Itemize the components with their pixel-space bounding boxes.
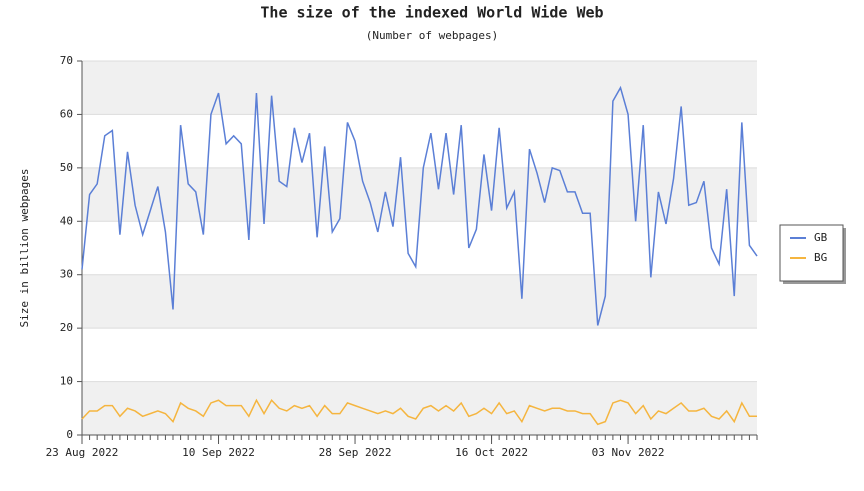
legend-box (779, 224, 844, 282)
y-tick-label: 70 (60, 54, 73, 67)
y-tick-label: 30 (60, 268, 73, 281)
series-line (81, 398, 757, 426)
x-tick-label: 28 Sep 2022 (319, 446, 392, 459)
y-tick-label: 10 (60, 375, 73, 388)
legend-label: BG (814, 251, 827, 264)
legend-label: GB (814, 231, 828, 244)
grid-band (82, 274, 757, 329)
series-line (81, 85, 758, 326)
x-tick-label: 23 Aug 2022 (46, 446, 119, 459)
x-tick-label: 16 Oct 2022 (455, 446, 528, 459)
y-tick-label: 40 (60, 214, 73, 227)
y-tick-label: 60 (60, 107, 73, 120)
y-tick-label: 0 (66, 428, 73, 441)
y-axis-label: Size in billion webpages (18, 169, 31, 328)
grid-band (82, 381, 757, 435)
y-tick-label: 20 (60, 321, 73, 334)
x-tick-label: 03 Nov 2022 (592, 446, 665, 459)
x-tick-label: 10 Sep 2022 (182, 446, 255, 459)
chart-subtitle: (Number of webpages) (366, 29, 498, 42)
grid-band (82, 61, 757, 115)
chart-title: The size of the indexed World Wide Web (260, 4, 603, 22)
y-tick-label: 50 (60, 161, 73, 174)
